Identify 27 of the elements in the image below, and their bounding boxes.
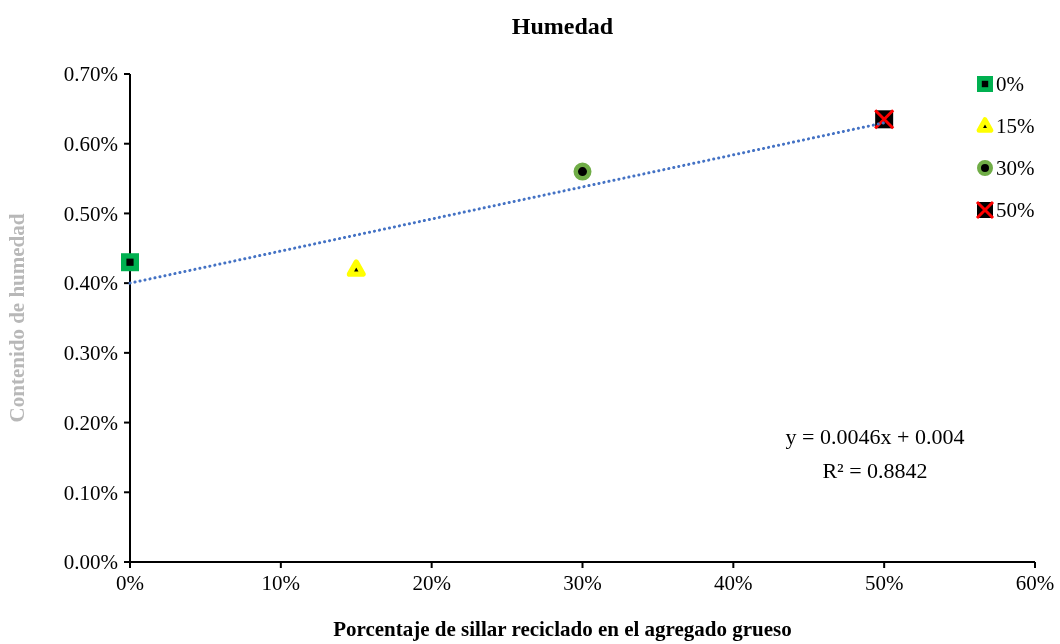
y-tick-label: 0.20% [63,410,118,435]
point [121,253,139,272]
annotation: y = 0.0046x + 0.004 [785,424,965,449]
y-tick-label: 0.70% [63,62,118,87]
legend-label: 15% [996,114,1035,139]
x-tick-label: 30% [563,571,602,595]
annotation: R² = 0.8842 [822,458,928,483]
x-axis-title: Porcentaje de sillar reciclado en el agregado grueso [333,617,792,641]
x-tick-label: 10% [261,571,301,595]
x-tick-label: 0% [116,571,144,595]
point [346,259,366,277]
chart-title: Humedad [511,13,614,39]
legend-label: 30% [996,156,1035,181]
point [573,162,592,181]
y-tick-label: 0.60% [63,132,118,157]
y-tick-label: 0.00% [63,550,118,575]
legend-label: 50% [996,198,1035,223]
x-tick-label: 50% [864,571,904,595]
x-tick-label: 60% [1015,571,1055,595]
y-tick-label: 0.40% [63,271,118,296]
x-tick-label: 40% [714,571,753,595]
x-tick-label: 20% [412,571,451,595]
y-axis-title: Contenido de humedad [5,213,29,423]
y-tick-label: 0.10% [63,480,118,505]
y-tick-label: 0.50% [63,201,118,226]
legend-label: 0% [996,72,1024,97]
y-tick-label: 0.30% [63,341,118,366]
